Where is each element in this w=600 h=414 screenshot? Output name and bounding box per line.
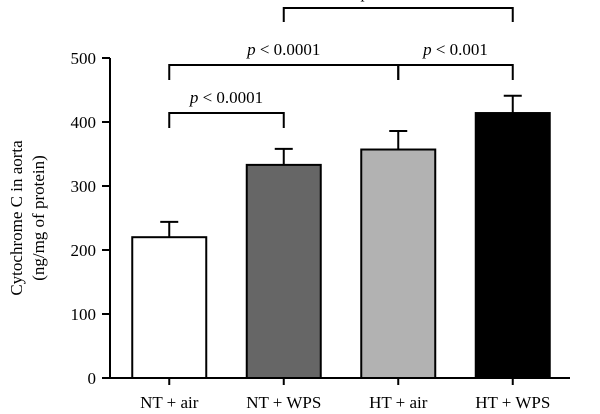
- x-axis: NT + air NT + WPS HT + air HT + WPS: [109, 377, 570, 412]
- y-tick-label: 300: [71, 177, 97, 196]
- x-tick-label: NT + WPS: [246, 393, 321, 412]
- significance-brackets: p < 0.0001 p < 0.0001 p < 0.001 p < 0.0001: [168, 0, 514, 128]
- p-value-label: p < 0.0001: [189, 88, 263, 107]
- x-tick-label: HT + WPS: [475, 393, 550, 412]
- x-tick-label: NT + air: [140, 393, 199, 412]
- significance-bracket: [168, 112, 285, 128]
- bar: [474, 112, 551, 379]
- p-value-label: p < 0.001: [422, 40, 488, 59]
- bars: [131, 112, 551, 379]
- y-tick-label: 100: [71, 305, 97, 324]
- bar: [360, 148, 437, 379]
- x-tick-label: HT + air: [369, 393, 428, 412]
- bar: [131, 236, 208, 379]
- p-value-label: p < 0.0001: [361, 0, 435, 2]
- p-value-label: p < 0.0001: [246, 40, 320, 59]
- y-tick-label: 500: [71, 49, 97, 68]
- y-tick-label: 400: [71, 113, 97, 132]
- y-axis-title-line-2: (ng/mg of protein): [29, 155, 48, 281]
- significance-bracket: [282, 7, 514, 22]
- y-tick-label: 0: [88, 369, 97, 388]
- bar: [245, 163, 322, 379]
- significance-bracket: [168, 64, 400, 80]
- y-axis-title: Cytochrome C in aorta (ng/mg of protein): [7, 140, 48, 296]
- significance-bracket: [397, 64, 514, 80]
- y-tick-label: 200: [71, 241, 97, 260]
- error-bars: [160, 94, 522, 238]
- y-axis-title-line-1: Cytochrome C in aorta: [7, 140, 26, 296]
- y-axis: 0 100 200 300 400 500: [71, 49, 111, 388]
